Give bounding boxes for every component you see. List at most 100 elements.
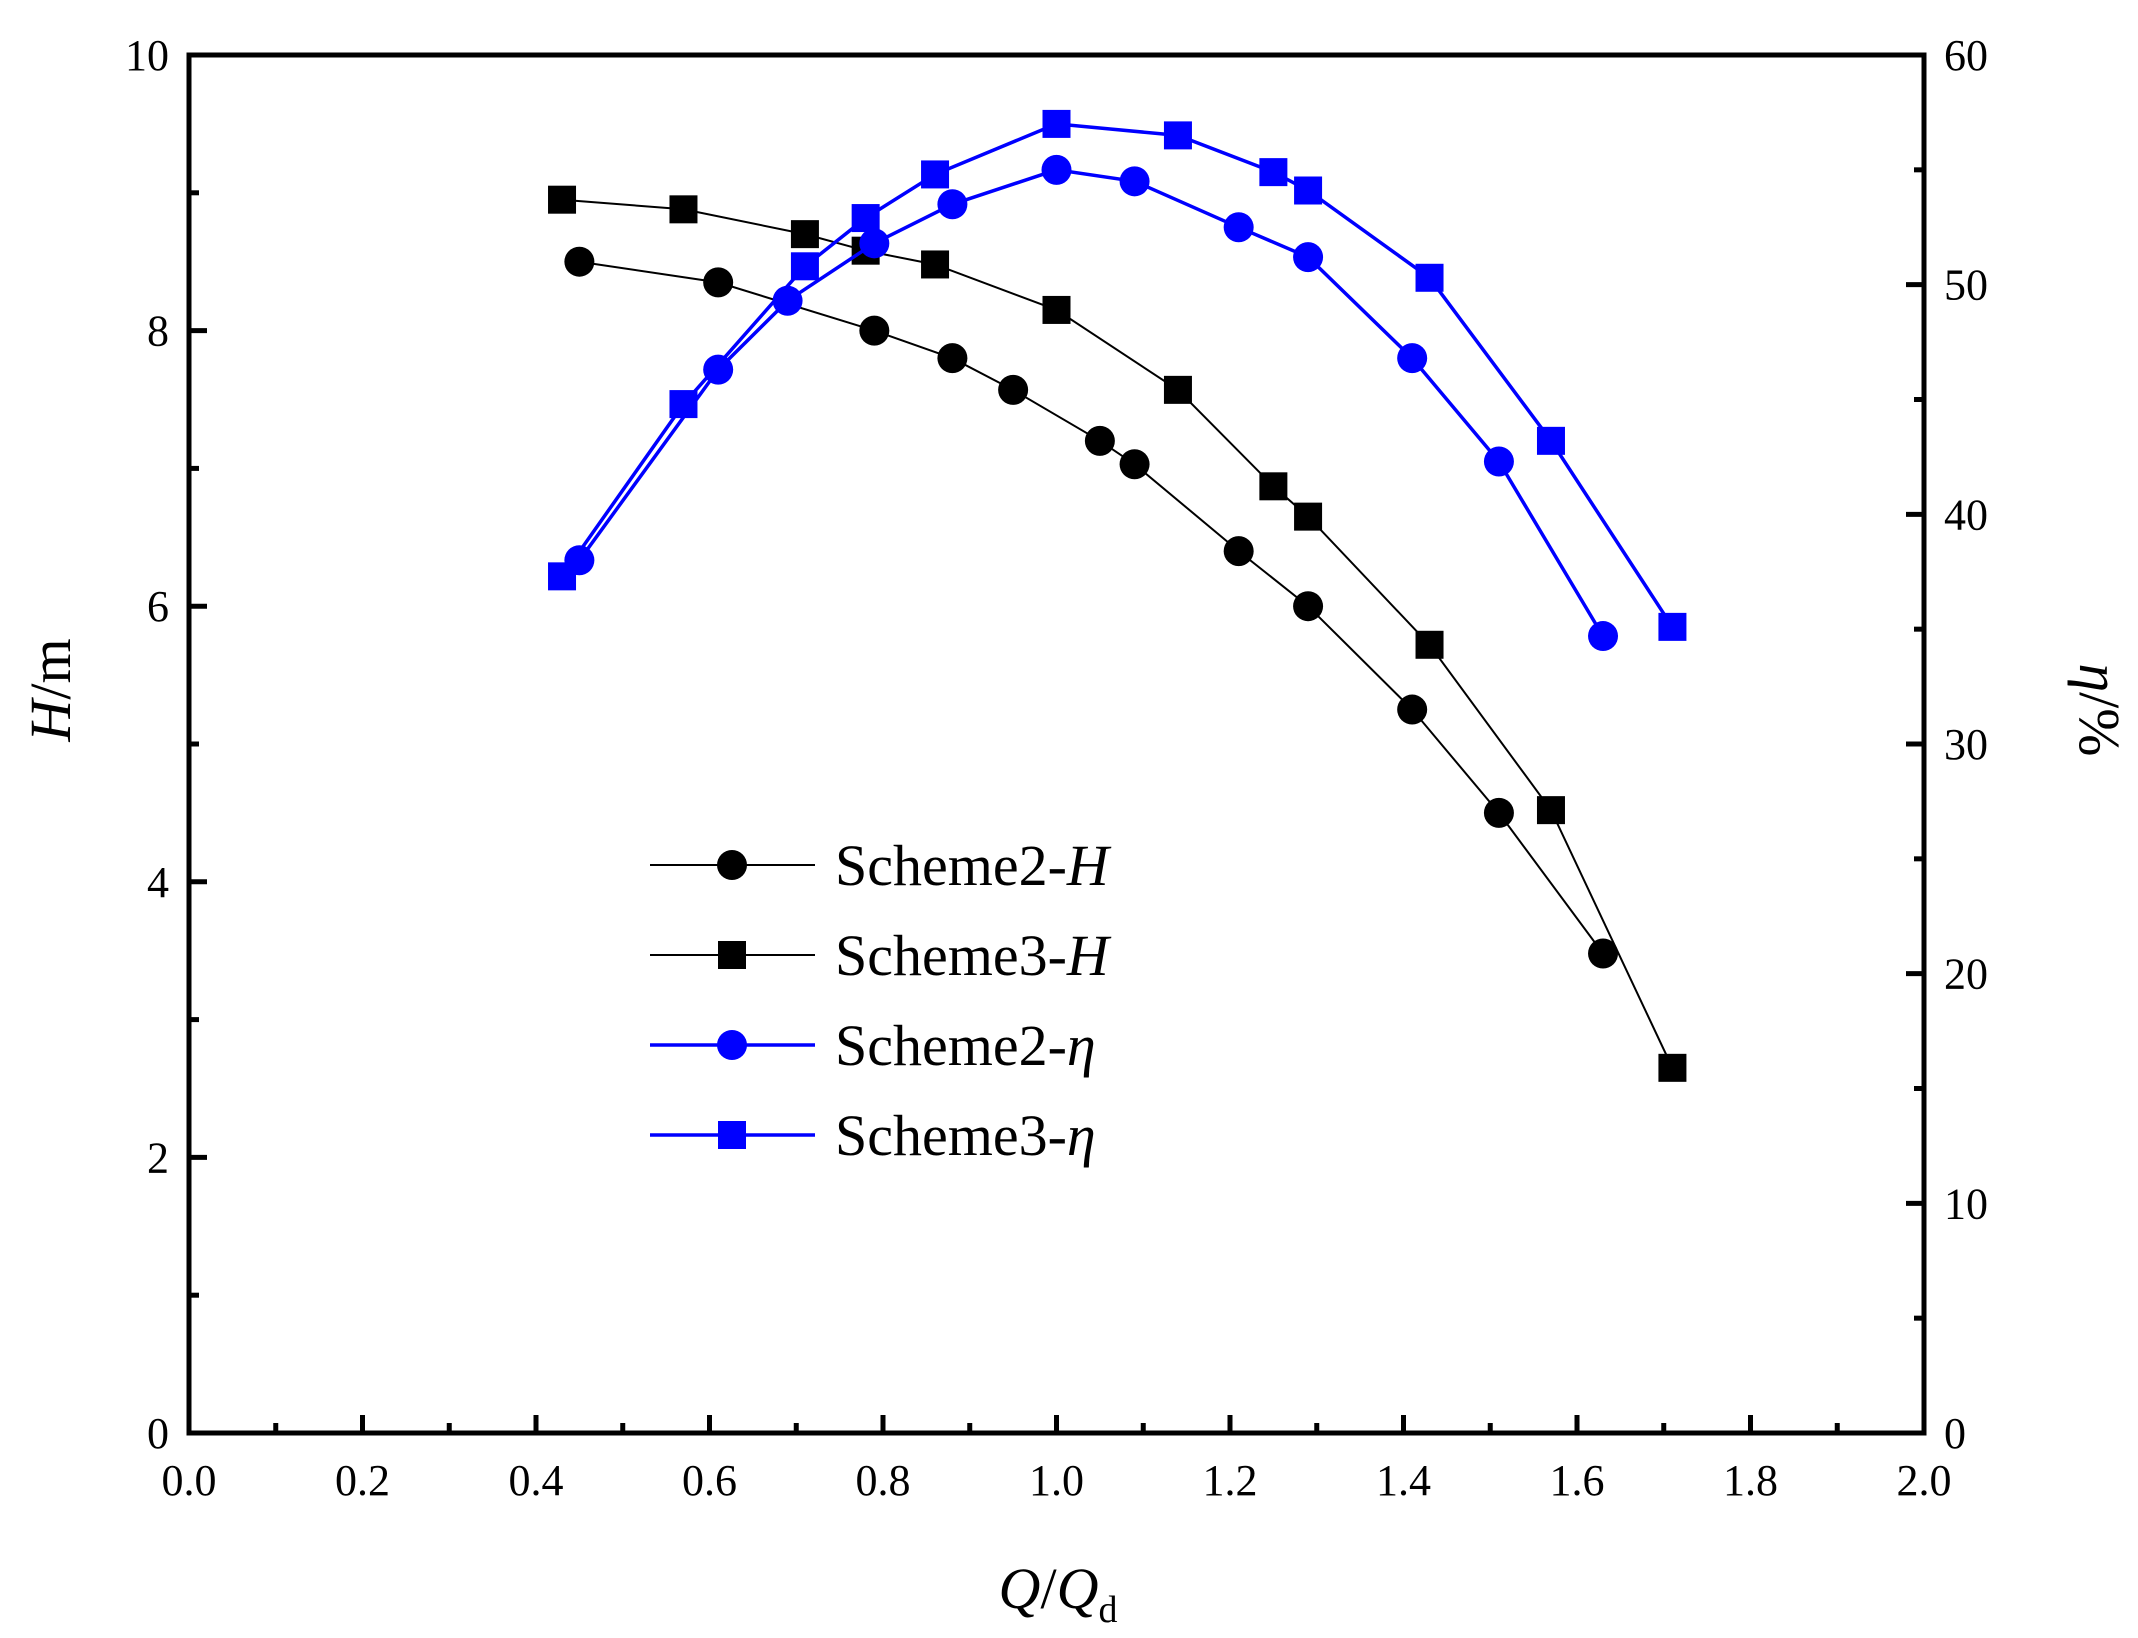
series-scheme3-h bbox=[548, 185, 1687, 1082]
data-point-scheme3-eta bbox=[851, 204, 880, 233]
right-y-tick-label: 50 bbox=[1944, 261, 1988, 310]
data-point-scheme2-eta bbox=[703, 354, 734, 385]
data-point-scheme3-h bbox=[1259, 472, 1288, 501]
data-point-scheme2-h bbox=[1397, 694, 1428, 725]
data-point-scheme3-eta bbox=[669, 390, 698, 419]
data-point-scheme2-h bbox=[1084, 425, 1115, 456]
left-y-tick-label: 8 bbox=[147, 307, 169, 356]
data-point-scheme3-eta bbox=[1163, 121, 1192, 150]
right-y-tick-label: 20 bbox=[1944, 950, 1988, 999]
left-y-tick-label: 0 bbox=[147, 1409, 169, 1458]
x-axis-title-subscript: d bbox=[1098, 1589, 1117, 1631]
data-point-scheme2-h bbox=[1483, 797, 1514, 828]
x-tick-label: 0.0 bbox=[162, 1456, 217, 1505]
data-point-scheme2-h bbox=[998, 374, 1029, 405]
x-tick-label: 0.2 bbox=[335, 1456, 390, 1505]
x-tick-label: 0.8 bbox=[856, 1456, 911, 1505]
right-y-axis-title-unit: /% bbox=[2067, 692, 2132, 756]
x-tick-label: 1.2 bbox=[1203, 1456, 1258, 1505]
right-y-tick-label: 40 bbox=[1944, 490, 1988, 539]
legend-label-scheme2-eta: Scheme2-η bbox=[835, 1013, 1096, 1078]
data-point-scheme2-h bbox=[1588, 938, 1619, 969]
right-y-axis-ticks: 0 10 20 30 40 50 60 bbox=[1906, 31, 1988, 1458]
x-tick-label: 1.0 bbox=[1029, 1456, 1084, 1505]
x-axis-ticks: 0.0 0.2 0.4 0.6 0.8 1.0 1.2 1.4 1.6 1.8 2.0 bbox=[162, 1415, 1952, 1505]
x-axis-title: Q/Qd bbox=[999, 1556, 1118, 1631]
data-point-scheme2-h bbox=[1293, 591, 1324, 622]
x-axis-title-q1: Q bbox=[999, 1556, 1041, 1621]
data-point-scheme2-eta bbox=[772, 285, 803, 316]
data-point-scheme3-eta bbox=[1415, 263, 1444, 292]
left-y-axis-title-symbol: H bbox=[18, 697, 83, 743]
data-point-scheme3-h bbox=[1536, 796, 1565, 825]
left-y-tick-label: 2 bbox=[147, 1133, 169, 1182]
legend-label-symbol: H bbox=[1066, 923, 1112, 988]
legend-label-base: Scheme3- bbox=[835, 1103, 1067, 1168]
left-y-axis-title-unit: /m bbox=[18, 638, 83, 699]
series-line-scheme3-eta bbox=[560, 122, 1674, 628]
right-y-tick-label: 30 bbox=[1944, 720, 1988, 769]
legend-label-base: Scheme2- bbox=[835, 1013, 1067, 1078]
data-point-scheme3-h bbox=[669, 195, 698, 224]
data-point-scheme3-h bbox=[548, 185, 577, 214]
data-point-scheme3-h bbox=[1042, 295, 1071, 324]
data-point-scheme3-eta bbox=[790, 252, 819, 281]
data-point-scheme3-h bbox=[1415, 630, 1444, 659]
legend-label-scheme3-eta: Scheme3-η bbox=[835, 1103, 1096, 1168]
legend-label-symbol: η bbox=[1067, 1013, 1096, 1078]
plot-frame bbox=[186, 52, 1927, 1436]
left-y-tick-label: 4 bbox=[147, 858, 169, 907]
series-scheme2-eta bbox=[564, 154, 1619, 652]
x-axis-title-slash: / bbox=[1040, 1556, 1057, 1621]
legend-marker-scheme2-h bbox=[717, 850, 747, 880]
legend-label-symbol: H bbox=[1066, 833, 1112, 898]
data-point-scheme3-h bbox=[921, 250, 950, 279]
x-tick-label: 1.8 bbox=[1723, 1456, 1778, 1505]
data-point-scheme2-eta bbox=[1223, 212, 1254, 243]
right-y-tick-label: 10 bbox=[1944, 1179, 1988, 1228]
data-point-scheme3-h bbox=[1294, 502, 1323, 531]
legend-label-symbol: η bbox=[1067, 1103, 1096, 1168]
left-y-tick-label: 6 bbox=[147, 582, 169, 631]
x-tick-label: 0.4 bbox=[509, 1456, 564, 1505]
legend-label-base: Scheme2- bbox=[835, 833, 1067, 898]
data-point-scheme2-h bbox=[1119, 449, 1150, 480]
x-tick-label: 1.6 bbox=[1550, 1456, 1605, 1505]
right-y-axis-title: η/% bbox=[2067, 663, 2132, 756]
data-point-scheme3-eta bbox=[1294, 176, 1323, 205]
data-point-scheme2-h bbox=[1223, 536, 1254, 567]
left-y-tick-label: 10 bbox=[125, 31, 169, 80]
data-point-scheme2-eta bbox=[1397, 343, 1428, 374]
x-axis-title-q2: Q bbox=[1057, 1556, 1099, 1621]
legend-label-base: Scheme3- bbox=[835, 923, 1067, 988]
data-point-scheme2-h bbox=[937, 343, 968, 374]
right-y-axis-title-symbol: η bbox=[2067, 663, 2132, 692]
data-point-scheme2-h bbox=[703, 267, 734, 298]
x-tick-label: 0.6 bbox=[682, 1456, 737, 1505]
series-line-scheme3-h bbox=[561, 198, 1674, 1069]
data-point-scheme3-eta bbox=[921, 160, 950, 189]
legend-label-scheme2-h: Scheme2-H bbox=[835, 833, 1112, 898]
data-point-scheme3-eta bbox=[1259, 158, 1288, 187]
x-tick-label: 2.0 bbox=[1897, 1456, 1952, 1505]
data-point-scheme2-eta bbox=[937, 189, 968, 220]
legend-marker-scheme3-h bbox=[718, 941, 746, 969]
data-point-scheme3-eta bbox=[548, 562, 577, 591]
left-y-axis-ticks: 0 2 4 6 8 10 bbox=[125, 31, 207, 1458]
data-point-scheme2-h bbox=[564, 246, 595, 277]
data-point-scheme3-h bbox=[1163, 375, 1192, 404]
data-point-scheme2-eta bbox=[1483, 446, 1514, 477]
series-scheme2-h bbox=[564, 246, 1619, 969]
right-y-tick-label: 0 bbox=[1944, 1409, 1966, 1458]
data-point-scheme3-eta bbox=[1042, 109, 1071, 138]
data-point-scheme2-eta bbox=[1119, 166, 1150, 197]
x-tick-label: 1.4 bbox=[1376, 1456, 1431, 1505]
legend-label-scheme3-h: Scheme3-H bbox=[835, 923, 1112, 988]
legend-marker-scheme2-eta bbox=[717, 1030, 747, 1060]
series-line-scheme2-eta bbox=[577, 168, 1605, 637]
left-y-axis-title: H/m bbox=[18, 638, 83, 742]
data-point-scheme3-h bbox=[790, 220, 819, 249]
data-point-scheme2-eta bbox=[859, 228, 890, 259]
